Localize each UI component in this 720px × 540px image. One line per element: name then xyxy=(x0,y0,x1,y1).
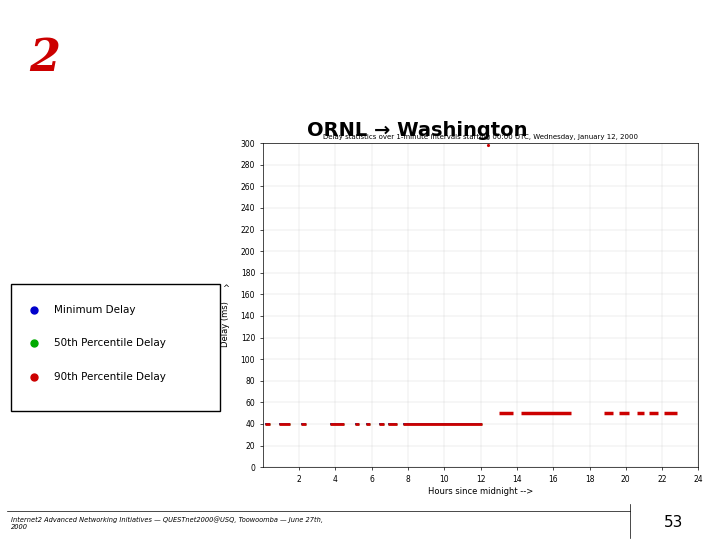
Text: 53: 53 xyxy=(664,516,683,530)
Text: 90th Percentile Delay: 90th Percentile Delay xyxy=(54,372,166,382)
X-axis label: Hours since midnight -->: Hours since midnight --> xyxy=(428,487,534,496)
Text: 2: 2 xyxy=(29,37,60,80)
Text: Internet2 Advanced Networking Initiatives — QUESTnet2000@USQ, Toowoomba — June 2: Internet2 Advanced Networking Initiative… xyxy=(11,516,323,530)
Text: TM: TM xyxy=(112,23,120,28)
Text: ORNL → Washington: ORNL → Washington xyxy=(307,121,528,140)
Text: Typical ESNet/Abilene
Performance: Typical ESNet/Abilene Performance xyxy=(151,9,491,70)
Text: Minimum Delay: Minimum Delay xyxy=(54,305,135,315)
Title: Delay statistics over 1-minute intervals starting 00:00 UTC, Wednesday, January : Delay statistics over 1-minute intervals… xyxy=(323,134,638,140)
Text: INTERNET: INTERNET xyxy=(7,23,61,33)
Text: Delay (ms): Delay (ms) xyxy=(221,302,230,347)
Text: ^: ^ xyxy=(222,285,229,293)
Text: 50th Percentile Delay: 50th Percentile Delay xyxy=(54,339,166,348)
FancyBboxPatch shape xyxy=(11,284,220,411)
